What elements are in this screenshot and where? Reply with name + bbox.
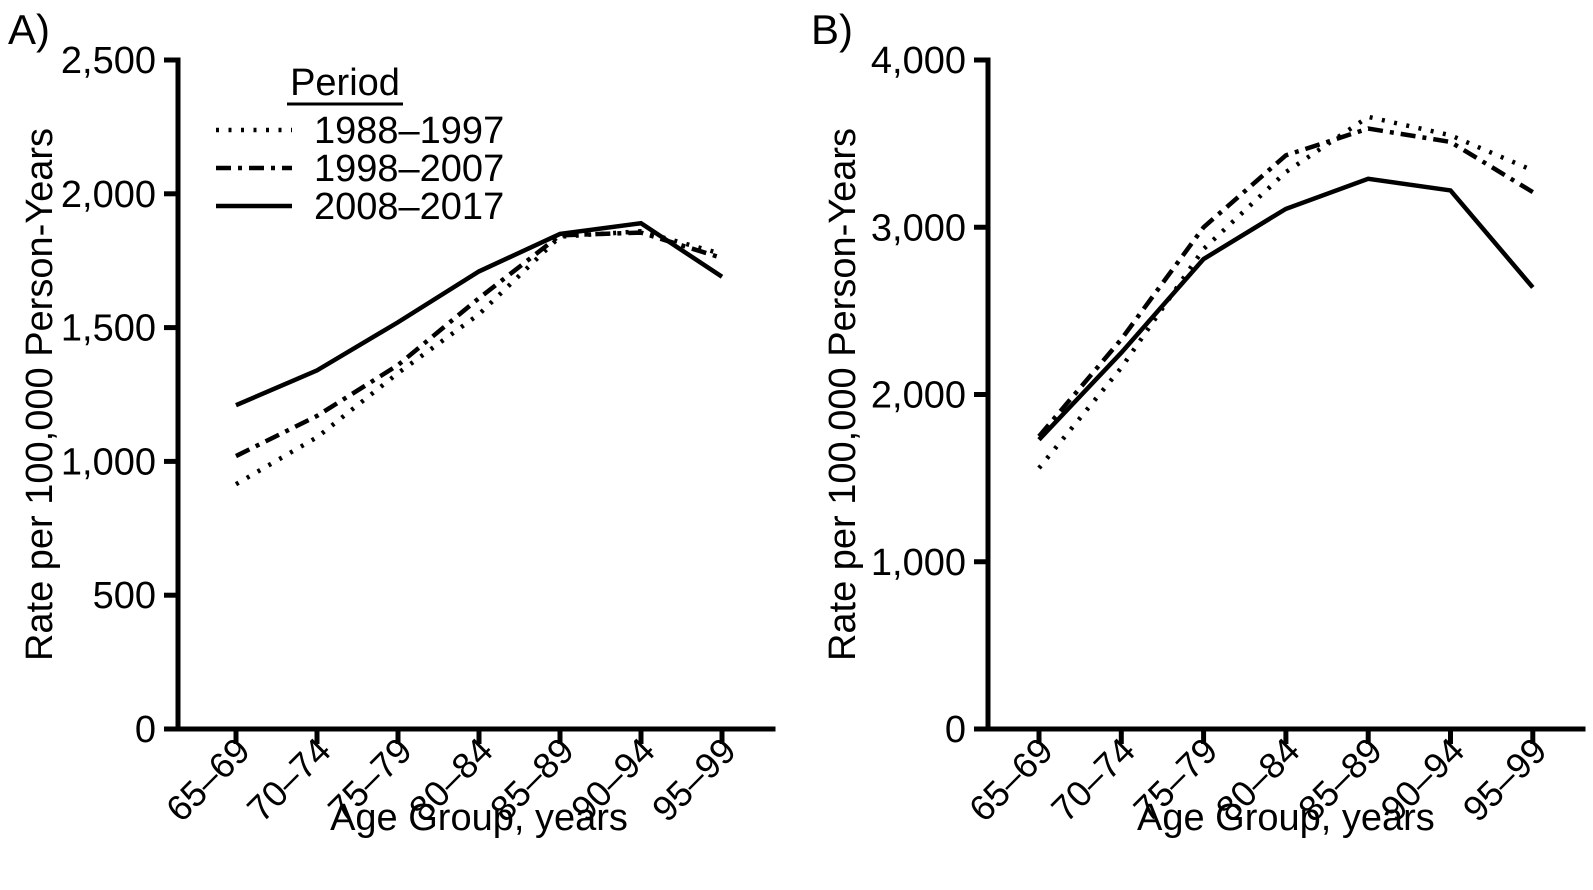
panel-b-chart: B)01,0002,0003,0004,00065–6970–7475–7980… <box>811 6 1586 839</box>
x-tick-label: 95–99 <box>644 730 744 830</box>
y-tick-label: 1,500 <box>61 308 156 350</box>
legend-title: Period <box>290 62 400 104</box>
legend-item-label: 1988–1997 <box>314 110 504 152</box>
y-tick-label: 1,000 <box>61 441 156 483</box>
axes-spines <box>175 57 776 732</box>
series-line-dashdot <box>1037 126 1534 438</box>
y-tick-label: 500 <box>93 575 156 617</box>
y-axis-title: Rate per 100,000 Person-Years <box>19 128 61 661</box>
series-line-dashdot <box>235 230 723 459</box>
legend-item-label: 1998–2007 <box>314 148 504 190</box>
x-axis-title: Age Group, years <box>1137 797 1435 839</box>
y-tick-label: 0 <box>945 709 966 751</box>
x-tick-label: 70–74 <box>1043 730 1143 830</box>
panel-b: B) 0 1,000 2,000 3,000 4,000 65–69 70–74 75–79 80… <box>797 0 1593 890</box>
panel-a-chart: A)05001,0001,5002,0002,50065–6970–7475–7… <box>8 6 776 839</box>
y-tick-label: 2,500 <box>61 40 156 82</box>
panel-label: A) <box>8 6 50 53</box>
y-tick-label: 2,000 <box>61 174 156 216</box>
y-tick-label: 2,000 <box>871 375 966 417</box>
panel-a: A) 0 500 1,000 1,500 2,000 2,500 65–69 70–74 75–7… <box>8 6 776 839</box>
x-tick-label: 65–69 <box>961 730 1061 830</box>
x-tick-label: 70–74 <box>239 730 339 830</box>
series-line-dotted <box>1037 114 1534 470</box>
panel-label: B) <box>811 6 853 53</box>
series-line-solid <box>1037 176 1535 442</box>
x-tick-label: 65–69 <box>158 730 258 830</box>
legend-item-label: 2008–2017 <box>314 186 504 228</box>
y-tick-label: 4,000 <box>871 40 966 82</box>
y-axis-title: Rate per 100,000 Person-Years <box>822 128 864 661</box>
x-tick-label: 95–99 <box>1455 730 1555 830</box>
y-tick-label: 0 <box>135 709 156 751</box>
series-line-solid <box>235 220 724 408</box>
y-tick-label: 3,000 <box>871 207 966 249</box>
x-axis-title: Age Group, years <box>330 797 628 839</box>
y-tick-label: 1,000 <box>871 542 966 584</box>
axes-spines <box>985 57 1586 732</box>
